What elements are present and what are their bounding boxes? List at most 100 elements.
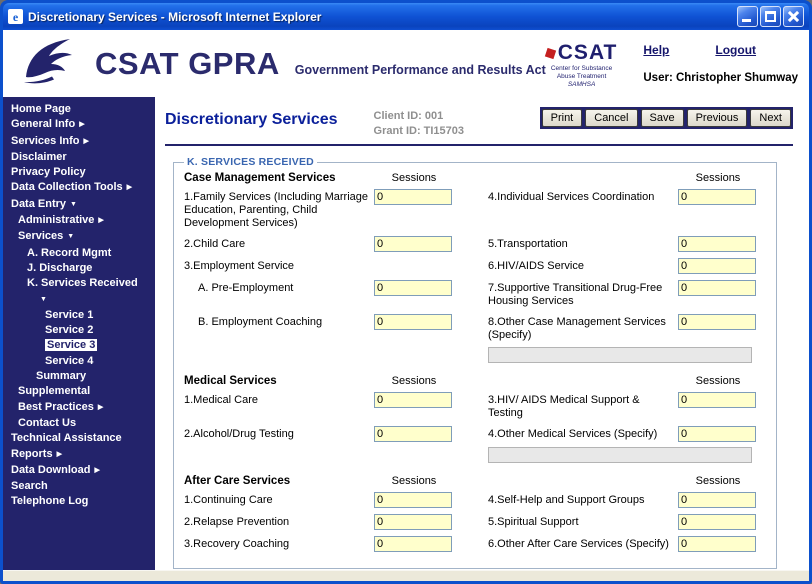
next-button[interactable]: Next (750, 109, 791, 127)
samhsa-label: SAMHSA (567, 81, 596, 88)
ie-icon-glyph: e (12, 9, 19, 24)
header-links-block: Help Logout User: Christopher Shumway (643, 43, 798, 84)
section-title: Case Management Services (184, 172, 336, 184)
sidebar-item-technical-assistance[interactable]: Technical Assistance (3, 431, 155, 446)
sidebar-item-label: Search (11, 480, 48, 493)
sessions-input-2-child-care[interactable] (374, 236, 452, 252)
save-button[interactable]: Save (640, 109, 684, 127)
csat-logo-top: CSAT (544, 41, 618, 65)
sessions-input-4-other-medical-services-specify[interactable] (678, 426, 756, 442)
field-label: 1.Continuing Care (184, 494, 273, 506)
sidebar-item-telephone-log[interactable]: Telephone Log (3, 494, 155, 509)
sidebar-item-best-practices[interactable]: Best Practices ▶ (3, 400, 155, 416)
print-button[interactable]: Print (541, 109, 583, 127)
app-tagline: Government Performance and Results Act (294, 62, 546, 77)
chevron-right-icon: ▶ (94, 466, 100, 474)
client-id-label: Client ID: 001 (373, 110, 444, 122)
sidebar-item-label: Service 3 (45, 339, 98, 352)
field-label: 6.Other After Care Services (Specify) (488, 538, 669, 550)
help-link[interactable]: Help (643, 43, 670, 57)
sessions-input-4-self-help-and-support-groups[interactable] (678, 492, 756, 508)
content-header: Discretionary Services Client ID: 001 Gr… (165, 107, 793, 139)
sessions-input-1-medical-care[interactable] (374, 392, 452, 408)
sessions-input-2-alcohol-drug-testing[interactable] (374, 426, 452, 442)
field-label: B. Employment Coaching (198, 316, 323, 328)
titlebar[interactable]: e Discretionary Services - Microsoft Int… (3, 3, 809, 30)
sidebar-item-summary[interactable]: Summary (3, 369, 155, 384)
sessions-input-6-hiv-aids-service[interactable] (678, 258, 756, 274)
sessions-column-header: Sessions (391, 475, 437, 487)
sessions-input-a-pre-employment[interactable] (374, 280, 452, 296)
maximize-button[interactable] (760, 6, 781, 27)
sidebar-item-supplemental[interactable]: Supplemental (3, 384, 155, 399)
sidebar-item-j-discharge[interactable]: J. Discharge (3, 261, 155, 276)
sidebar-item-data-collection-tools[interactable]: Data Collection Tools ▶ (3, 180, 155, 196)
status-bar (3, 570, 809, 581)
sidebar-item-label: General Info (11, 118, 76, 131)
csat-logo-subtitle: Abuse Treatment (556, 72, 607, 80)
sidebar-item-general-info[interactable]: General Info ▶ (3, 117, 155, 133)
app-brand: CSAT GPRA (95, 45, 280, 81)
sidebar-item-services[interactable]: Services ▼ (3, 229, 155, 245)
sidebar-item-reports[interactable]: Reports ▶ (3, 447, 155, 463)
sessions-input-3-recovery-coaching[interactable] (374, 536, 452, 552)
window-title: Discretionary Services - Microsoft Inter… (28, 9, 322, 24)
window-content: CSAT GPRA Government Performance and Res… (3, 30, 809, 570)
chevron-down-icon: ▼ (67, 233, 75, 241)
logout-link[interactable]: Logout (715, 43, 757, 57)
hhs-eagle-logo (17, 34, 79, 93)
specify-input-medical-services[interactable] (488, 447, 752, 463)
sidebar-item-service-3[interactable]: Service 3 (3, 338, 155, 353)
sidebar-item-label: Best Practices (18, 400, 94, 413)
sidebar-item-disclaimer[interactable]: Disclaimer (3, 150, 155, 165)
field-label: 2.Alcohol/Drug Testing (184, 428, 294, 440)
chevron-right-icon: ▶ (98, 217, 104, 225)
specify-input-case-management-services[interactable] (488, 347, 752, 363)
sidebar-item-search[interactable]: Search (3, 479, 155, 494)
chevron-down-icon: ▼ (40, 295, 47, 303)
sessions-input-1-continuing-care[interactable] (374, 492, 452, 508)
sidebar-item-label: Privacy Policy (11, 166, 86, 179)
field-label: 3.Recovery Coaching (184, 538, 290, 550)
sessions-input-5-transportation[interactable] (678, 236, 756, 252)
sessions-input-7-supportive-transitional-drug-free-housing-services[interactable] (678, 280, 756, 296)
sidebar-item-a-record-mgmt[interactable]: A. Record Mgmt (3, 246, 155, 261)
close-button[interactable] (783, 6, 804, 27)
sidebar-item-label: Contact Us (18, 416, 77, 429)
sessions-input-3-hiv-aids-medical-support-and-testing[interactable] (678, 392, 756, 408)
cancel-button[interactable]: Cancel (585, 109, 638, 127)
sessions-input-6-other-after-care-services-specify[interactable] (678, 536, 756, 552)
sidebar-item-contact-us[interactable]: Contact Us (3, 416, 155, 431)
sidebar-item-label: Service 4 (45, 354, 94, 367)
sidebar-item-data-download[interactable]: Data Download ▶ (3, 463, 155, 479)
section-title: After Care Services (184, 475, 291, 487)
sessions-input-5-spiritual-support[interactable] (678, 514, 756, 530)
app-header: CSAT GPRA Government Performance and Res… (3, 30, 809, 97)
sessions-input-1-family-services-including-marriage-education-parenting-child-development-services[interactable] (374, 189, 452, 205)
sidebar-item-service-2[interactable]: Service 2 (3, 323, 155, 338)
sidebar-item-k-services-received[interactable]: K. Services Received (3, 276, 155, 291)
sidebar-item-service-1[interactable]: Service 1 (3, 308, 155, 323)
sidebar-item-administrative[interactable]: Administrative ▶ (3, 213, 155, 229)
content-area: Discretionary Services Client ID: 001 Gr… (155, 97, 809, 570)
sidebar-item-home-page[interactable]: Home Page (3, 102, 155, 117)
sidebar-item-k-services-received-expander[interactable]: ▼ (3, 292, 155, 308)
sessions-input-2-relapse-prevention[interactable] (374, 514, 452, 530)
sessions-input-b-employment-coaching[interactable] (374, 314, 452, 330)
sessions-input-4-individual-services-coordination[interactable] (678, 189, 756, 205)
sessions-column-header: Sessions (391, 172, 437, 184)
sidebar-item-label: Data Download (11, 463, 91, 476)
sidebar-item-data-entry[interactable]: Data Entry ▼ (3, 197, 155, 213)
sessions-input-8-other-case-management-services-specify[interactable] (678, 314, 756, 330)
field-label: 8.Other Case Management Services (Specif… (488, 316, 666, 341)
sidebar-item-privacy-policy[interactable]: Privacy Policy (3, 165, 155, 180)
section-after-care-services: After Care Services Sessions Sessions 1.Con… (184, 475, 766, 552)
sidebar-item-services-info[interactable]: Services Info ▶ (3, 134, 155, 150)
sidebar-item-service-4[interactable]: Service 4 (3, 354, 155, 369)
minimize-button[interactable] (737, 6, 758, 27)
header-right-cluster: CSAT Center for Substance Abuse Treatmen… (544, 39, 800, 88)
field-label: 6.HIV/AIDS Service (488, 260, 584, 272)
form-row: 3.Recovery Coaching 6.Other After Care Se… (184, 536, 766, 552)
previous-button[interactable]: Previous (686, 109, 748, 127)
